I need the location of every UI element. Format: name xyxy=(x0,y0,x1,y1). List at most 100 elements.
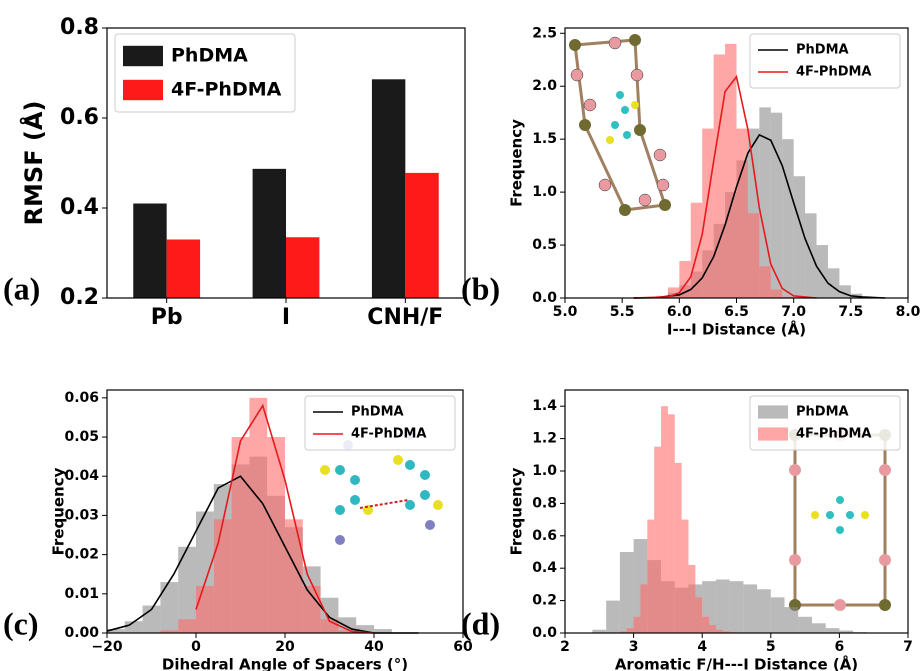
x-tick-label: 0 xyxy=(191,639,201,655)
legend-swatch xyxy=(758,405,788,418)
bar xyxy=(253,169,286,298)
x-tick-label: I xyxy=(282,305,290,330)
panel-label: (b) xyxy=(461,270,500,306)
histogram-bar xyxy=(702,617,709,633)
histogram-bar xyxy=(125,621,143,633)
histogram-bar xyxy=(647,520,654,633)
x-tick-label: 6.0 xyxy=(667,304,692,320)
histogram-bar xyxy=(771,597,785,633)
bar xyxy=(167,240,200,299)
x-tick-label: 5 xyxy=(766,639,776,655)
y-tick-label: 0.4 xyxy=(60,195,99,220)
histogram-bar xyxy=(785,607,799,633)
histogram-bar xyxy=(826,628,840,633)
y-tick-label: 0.06 xyxy=(64,390,99,406)
histogram-bar xyxy=(782,139,793,298)
y-tick-label: 0.01 xyxy=(64,586,99,602)
y-tick-label: 0.0 xyxy=(532,625,557,641)
histogram-bar xyxy=(730,581,744,633)
x-tick-label: 40 xyxy=(364,639,384,655)
x-axis-label: Dihedral Angle of Spacers (°) xyxy=(162,656,408,671)
panel-label: (c) xyxy=(3,605,39,641)
histogram-bar xyxy=(249,398,267,633)
histogram-bar xyxy=(682,520,689,633)
panel: 0.00.51.01.52.02.55.05.56.06.57.07.58.0F… xyxy=(461,25,921,338)
x-axis-label: I---I Distance (Å) xyxy=(667,320,806,339)
histogram-bar xyxy=(695,597,702,633)
x-tick-label: 4 xyxy=(697,639,707,655)
y-tick-label: 0.8 xyxy=(532,495,557,511)
y-tick-label: 2.0 xyxy=(532,78,557,94)
histogram-bar xyxy=(303,586,321,633)
histogram-bar xyxy=(178,619,196,633)
histogram-bar xyxy=(759,266,770,298)
histogram-bar xyxy=(817,245,828,298)
x-tick-label: 20 xyxy=(275,639,295,655)
x-tick-label: 3 xyxy=(629,639,639,655)
y-tick-label: 0.5 xyxy=(532,237,557,253)
y-axis-label: Frequency xyxy=(508,467,526,555)
histogram-bar xyxy=(771,113,782,298)
x-tick-label: 7 xyxy=(903,639,913,655)
histogram-bar xyxy=(196,586,214,633)
x-tick-label: Pb xyxy=(151,305,183,330)
histogram-bar xyxy=(675,463,682,633)
histogram-bar xyxy=(606,601,620,633)
y-tick-label: 0.4 xyxy=(532,560,557,576)
histogram-bar xyxy=(794,176,805,298)
histogram-bar xyxy=(812,623,826,633)
histogram-bar xyxy=(805,213,816,298)
y-axis-label: RMSF (Å) xyxy=(19,101,48,226)
x-tick-label: 5.5 xyxy=(610,304,635,320)
histogram-bar xyxy=(634,617,641,633)
y-tick-label: 1.2 xyxy=(532,431,557,447)
histogram-bar xyxy=(267,437,285,633)
inset-d xyxy=(789,429,891,611)
legend-label: 4F-PhDMA xyxy=(796,427,872,442)
legend-swatch xyxy=(758,427,788,440)
y-tick-label: 1.0 xyxy=(532,463,557,479)
histogram-bar xyxy=(725,44,736,298)
histogram-bar xyxy=(668,414,675,633)
histogram-bar xyxy=(714,54,725,298)
y-tick-label: 0.2 xyxy=(532,593,557,609)
x-tick-label: 2 xyxy=(560,639,570,655)
y-tick-label: 0.6 xyxy=(60,105,99,130)
y-tick-label: 1.4 xyxy=(532,398,557,414)
y-tick-label: 0.05 xyxy=(64,429,99,445)
histogram-bar xyxy=(654,447,661,633)
bar xyxy=(405,173,438,298)
histogram-bar xyxy=(214,519,232,633)
y-tick-label: 0.04 xyxy=(64,468,99,484)
y-tick-label: 0.03 xyxy=(64,507,99,523)
x-tick-label: 6 xyxy=(835,639,845,655)
histogram-bar xyxy=(743,584,757,633)
x-tick-label: −20 xyxy=(91,639,122,655)
panel-label: (a) xyxy=(3,270,40,306)
x-tick-label: 7.0 xyxy=(781,304,806,320)
histogram-bar xyxy=(757,589,771,633)
y-tick-label: 0.8 xyxy=(60,15,99,40)
y-tick-label: 0.02 xyxy=(64,547,99,563)
x-tick-label: 8.0 xyxy=(896,304,921,320)
histogram-bar xyxy=(702,129,713,298)
x-tick-label: 5.0 xyxy=(553,304,578,320)
y-tick-label: 1.5 xyxy=(532,131,557,147)
histogram-bar xyxy=(620,552,634,633)
x-tick-label: 6.5 xyxy=(724,304,749,320)
histogram-bar xyxy=(688,565,695,633)
legend-label: PhDMA xyxy=(796,43,849,58)
histogram-bar xyxy=(748,213,759,298)
legend-label: 4F-PhDMA xyxy=(796,65,872,80)
legend-swatch xyxy=(123,46,163,66)
legend-label: PhDMA xyxy=(171,45,248,67)
histogram-bar xyxy=(640,584,647,633)
histogram-bar xyxy=(771,290,782,298)
y-tick-label: 0.6 xyxy=(532,528,557,544)
bar xyxy=(133,204,166,299)
bar xyxy=(286,237,319,298)
histogram-bar xyxy=(737,129,748,298)
histogram-bar xyxy=(627,628,634,633)
